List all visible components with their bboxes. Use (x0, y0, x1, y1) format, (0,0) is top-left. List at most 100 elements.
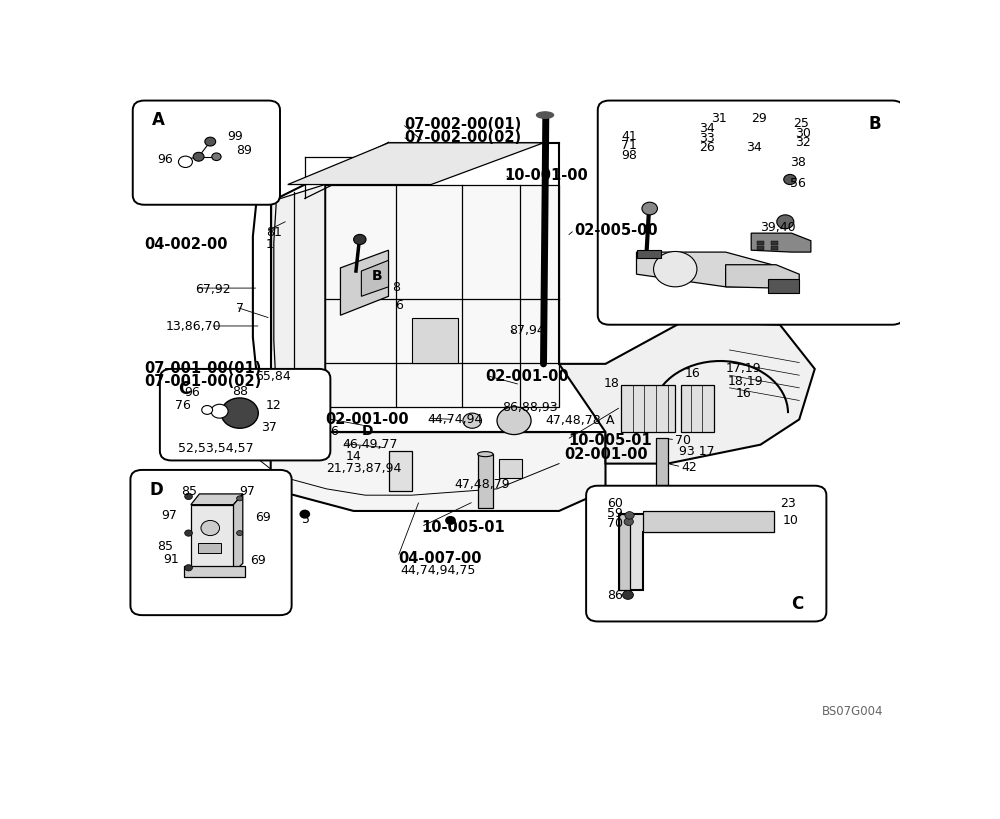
Text: 10-001-00: 10-001-00 (505, 168, 588, 183)
Bar (771, 247, 778, 251)
Bar (757, 242, 764, 246)
Text: 47,48,78: 47,48,78 (545, 414, 601, 427)
FancyBboxPatch shape (598, 102, 904, 325)
FancyBboxPatch shape (586, 486, 826, 622)
Text: D: D (150, 480, 164, 498)
Text: C: C (178, 379, 190, 397)
Circle shape (446, 517, 455, 525)
Text: 41: 41 (621, 129, 637, 143)
Circle shape (185, 494, 192, 500)
Text: 47,48,79: 47,48,79 (454, 477, 510, 491)
Bar (757, 247, 764, 251)
Text: 34: 34 (747, 141, 762, 154)
Circle shape (784, 175, 796, 185)
Text: 70: 70 (675, 433, 691, 446)
Circle shape (777, 215, 794, 229)
Circle shape (221, 399, 258, 428)
Circle shape (178, 157, 192, 168)
Text: 5: 5 (302, 513, 310, 526)
Text: 69: 69 (255, 510, 271, 523)
FancyBboxPatch shape (160, 369, 330, 461)
Text: 10-005-01: 10-005-01 (568, 432, 652, 447)
Text: 89: 89 (236, 143, 252, 156)
Text: 44,74,94,75: 44,74,94,75 (400, 563, 476, 577)
Text: 56: 56 (790, 177, 806, 190)
Text: 85: 85 (181, 484, 197, 497)
Text: 07-001-00(01): 07-001-00(01) (144, 360, 262, 376)
Polygon shape (621, 385, 675, 432)
Polygon shape (412, 319, 458, 363)
Text: 37: 37 (261, 421, 276, 434)
Text: 81: 81 (266, 225, 282, 238)
Text: 07-002-00(02): 07-002-00(02) (404, 130, 521, 145)
Circle shape (237, 496, 243, 501)
Circle shape (237, 531, 243, 536)
Polygon shape (191, 505, 234, 572)
Circle shape (185, 530, 192, 536)
Text: 02-001-00: 02-001-00 (325, 411, 409, 426)
Text: 42: 42 (681, 461, 697, 473)
Polygon shape (499, 459, 522, 478)
Polygon shape (325, 185, 559, 407)
Text: 26: 26 (699, 141, 715, 154)
Polygon shape (184, 566, 245, 577)
Text: 88: 88 (232, 384, 248, 397)
Text: 87,94: 87,94 (509, 324, 544, 337)
Text: 29: 29 (751, 112, 767, 125)
Text: 07-001-00(02): 07-001-00(02) (144, 373, 262, 388)
Polygon shape (751, 234, 811, 253)
Circle shape (623, 590, 633, 600)
Polygon shape (234, 495, 243, 572)
Text: 59: 59 (607, 507, 623, 520)
Polygon shape (559, 322, 815, 464)
Text: C: C (792, 594, 804, 612)
Text: 97: 97 (161, 508, 177, 521)
Polygon shape (619, 514, 774, 590)
Text: 18,19: 18,19 (728, 374, 764, 387)
Text: 91: 91 (164, 552, 180, 565)
Polygon shape (340, 251, 388, 316)
Text: 44,74,94: 44,74,94 (427, 412, 483, 425)
Text: 52,53,54,57: 52,53,54,57 (178, 441, 253, 455)
Text: 1: 1 (266, 238, 274, 251)
Polygon shape (681, 385, 714, 432)
Polygon shape (643, 511, 774, 532)
Polygon shape (271, 432, 606, 511)
Text: 33: 33 (699, 132, 715, 144)
Text: 13,86,70: 13,86,70 (165, 320, 221, 333)
Circle shape (497, 407, 531, 435)
Text: 02-001-00: 02-001-00 (485, 369, 569, 383)
Text: 21,73,87,94: 21,73,87,94 (326, 461, 402, 474)
Text: 12: 12 (266, 398, 282, 411)
Text: 6: 6 (330, 425, 338, 437)
Text: 7: 7 (236, 301, 244, 314)
Text: 23: 23 (780, 496, 796, 509)
Circle shape (654, 252, 697, 287)
Text: 60: 60 (607, 496, 623, 509)
Circle shape (212, 154, 221, 161)
Circle shape (202, 406, 213, 415)
Polygon shape (191, 495, 243, 505)
Circle shape (463, 414, 482, 428)
Ellipse shape (478, 452, 493, 457)
Text: 69: 69 (251, 554, 266, 567)
Text: 99: 99 (227, 129, 243, 143)
Text: 86,88,93: 86,88,93 (502, 400, 558, 414)
Polygon shape (656, 439, 668, 495)
Text: 32: 32 (795, 136, 811, 149)
Polygon shape (768, 280, 799, 294)
Circle shape (211, 405, 228, 419)
Polygon shape (271, 185, 325, 432)
Polygon shape (361, 261, 388, 297)
Circle shape (624, 518, 633, 526)
Polygon shape (637, 251, 661, 259)
Bar (771, 242, 778, 246)
Text: B: B (869, 115, 882, 133)
Circle shape (185, 565, 192, 572)
Text: 18: 18 (604, 377, 620, 390)
Polygon shape (288, 143, 544, 185)
Text: 97: 97 (240, 484, 256, 497)
Text: 14: 14 (346, 450, 362, 463)
Text: 04-002-00: 04-002-00 (144, 237, 228, 252)
Text: 25: 25 (793, 117, 809, 130)
